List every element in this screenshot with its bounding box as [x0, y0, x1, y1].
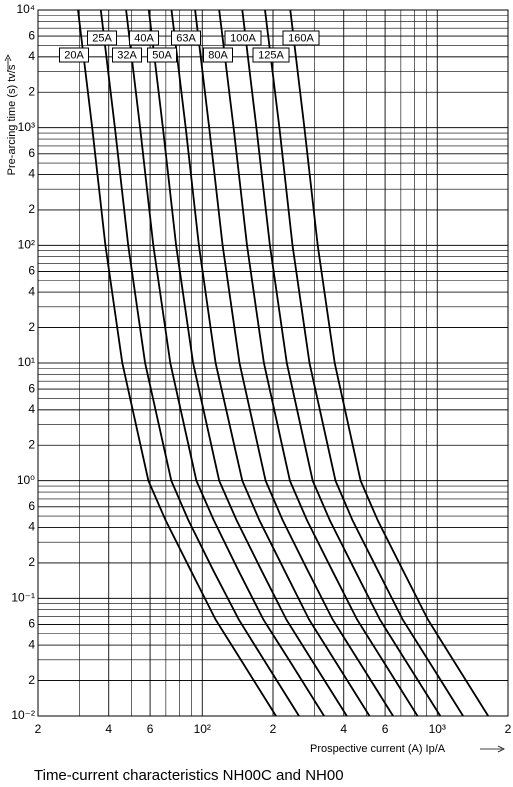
legend-label: 25A: [92, 32, 112, 44]
plot-frame: [37, 9, 509, 717]
legend-label: 63A: [176, 32, 196, 44]
y-tick-label: 4: [28, 49, 35, 63]
curve: [125, 10, 325, 716]
legend-label: 100A: [230, 32, 256, 44]
x-tick-label: 4: [340, 722, 347, 736]
curve: [218, 10, 419, 716]
legend-box: [224, 30, 262, 46]
curve: [170, 10, 371, 716]
y-axis-arrowhead: [4, 54, 12, 62]
y-tick-label: 4: [28, 520, 35, 534]
y-tick-label: 6: [28, 264, 35, 278]
y-tick-label: 4: [28, 637, 35, 651]
legend-label: 20A: [64, 49, 84, 61]
chart-title: Time-current characteristics NH00C and N…: [34, 767, 344, 784]
y-tick-label: 10⁰: [17, 473, 35, 487]
legend-label: 125A: [258, 49, 284, 61]
y-tick-label: 2: [28, 437, 35, 451]
legend-label: 80A: [208, 49, 228, 61]
y-tick-label: 2: [28, 673, 35, 687]
y-tick-label: 4: [28, 402, 35, 416]
y-tick-label: 6: [28, 28, 35, 42]
y-tick-label: 10³: [18, 120, 35, 134]
y-tick-label: 10⁻¹: [11, 591, 35, 605]
legend-box: [112, 47, 142, 63]
curve: [264, 10, 464, 716]
y-tick-label: 6: [28, 617, 35, 631]
y-tick-label: 6: [28, 381, 35, 395]
curve: [99, 10, 300, 716]
x-tick-label: 2: [505, 722, 512, 736]
legend-box: [87, 30, 117, 46]
x-tick-label: 10²: [194, 722, 211, 736]
y-tick-label: 10⁻²: [11, 708, 35, 722]
y-tick-label: 2: [28, 320, 35, 334]
curve: [289, 10, 489, 716]
legend-box: [129, 30, 159, 46]
legend-box: [59, 47, 89, 63]
x-tick-label: 6: [382, 722, 389, 736]
legend-box: [282, 30, 320, 46]
legend-box: [203, 47, 233, 63]
curve: [241, 10, 442, 716]
curve: [194, 10, 394, 716]
y-tick-label: 4: [28, 167, 35, 181]
curve: [77, 10, 277, 716]
x-tick-label: 10³: [429, 722, 446, 736]
y-tick-label: 6: [28, 146, 35, 160]
y-axis-label: Pre-arcing time (s) tv/s: [6, 64, 18, 175]
legend-label: 160A: [288, 32, 314, 44]
y-tick-label: 10⁴: [16, 2, 35, 16]
legend-box: [147, 47, 177, 63]
y-tick-label: 2: [28, 555, 35, 569]
legend-box: [171, 30, 201, 46]
x-tick-label: 2: [35, 722, 42, 736]
x-tick-label: 2: [270, 722, 277, 736]
legend-label: 32A: [117, 49, 137, 61]
y-tick-label: 10¹: [18, 355, 35, 369]
x-tick-label: 4: [105, 722, 112, 736]
legend-box: [252, 47, 290, 63]
plot-area: [37, 9, 509, 717]
legend-label: 50A: [152, 49, 172, 61]
y-tick-label: 6: [28, 499, 35, 513]
legend-label: 40A: [134, 32, 154, 44]
y-tick-label: 10²: [18, 238, 35, 252]
y-tick-label: 2: [28, 202, 35, 216]
curve: [147, 10, 348, 716]
y-tick-label: 2: [28, 84, 35, 98]
y-tick-label: 4: [28, 284, 35, 298]
x-tick-label: 6: [147, 722, 154, 736]
x-axis-arrowhead: [497, 745, 505, 753]
x-axis-label: Prospective current (A) Ip/A: [310, 743, 446, 755]
